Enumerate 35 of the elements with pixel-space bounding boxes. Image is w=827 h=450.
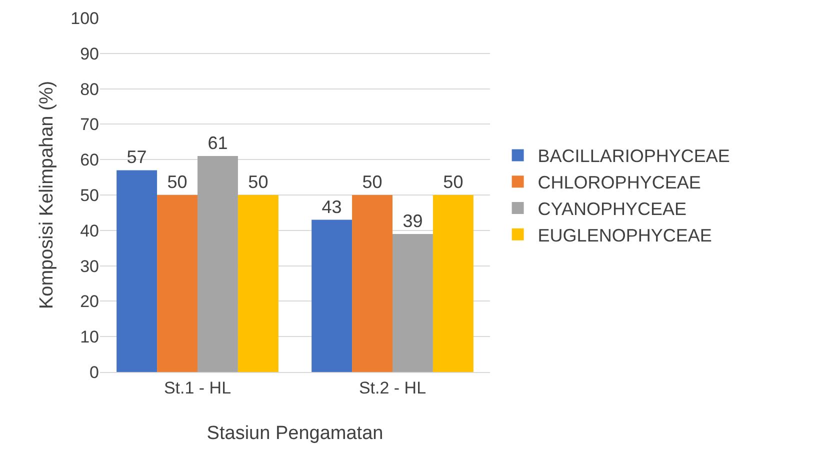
bar [238, 195, 278, 372]
bar [432, 195, 474, 372]
y-tick-label: 50 [80, 186, 99, 205]
data-label: 57 [126, 147, 147, 168]
y-tick-label: 0 [90, 362, 99, 382]
bar [312, 220, 352, 372]
data-label: 50 [167, 172, 188, 192]
y-tick-label: 100 [70, 8, 99, 28]
data-label: 50 [443, 172, 464, 192]
data-label: 61 [208, 133, 228, 154]
data-label: 50 [248, 172, 268, 192]
legend-label: BACILLARIOPHYCEAE [538, 146, 730, 166]
x-tick-label: St.1 - HL [164, 378, 232, 398]
x-tick-label: St.2 - HL [358, 378, 426, 398]
legend-label: CYANOPHYCEAE [538, 199, 687, 220]
data-label: 50 [362, 172, 382, 192]
y-tick-label: 60 [80, 150, 99, 170]
y-tick-label: 80 [80, 80, 99, 99]
y-axis-title: Komposisi Kelimpahan (%) [36, 80, 58, 310]
legend-label: EUGLENOPHYCEAE [538, 225, 712, 246]
bar [116, 170, 158, 372]
y-tick-label: 90 [80, 44, 99, 64]
data-label: 39 [402, 210, 423, 231]
bar [198, 156, 238, 372]
y-tick-label: 40 [80, 221, 99, 240]
bar [352, 195, 392, 372]
data-label: 43 [322, 196, 342, 217]
y-tick-label: 10 [80, 328, 99, 347]
y-tick-label: 20 [80, 292, 99, 312]
bar [157, 195, 198, 372]
bar [392, 234, 433, 372]
x-axis-title: Stasiun Pengamatan [206, 423, 384, 444]
legend-label: CHLOROPHYCEAE [538, 172, 701, 193]
y-tick-label: 30 [80, 256, 99, 276]
y-tick-label: 70 [80, 115, 99, 134]
